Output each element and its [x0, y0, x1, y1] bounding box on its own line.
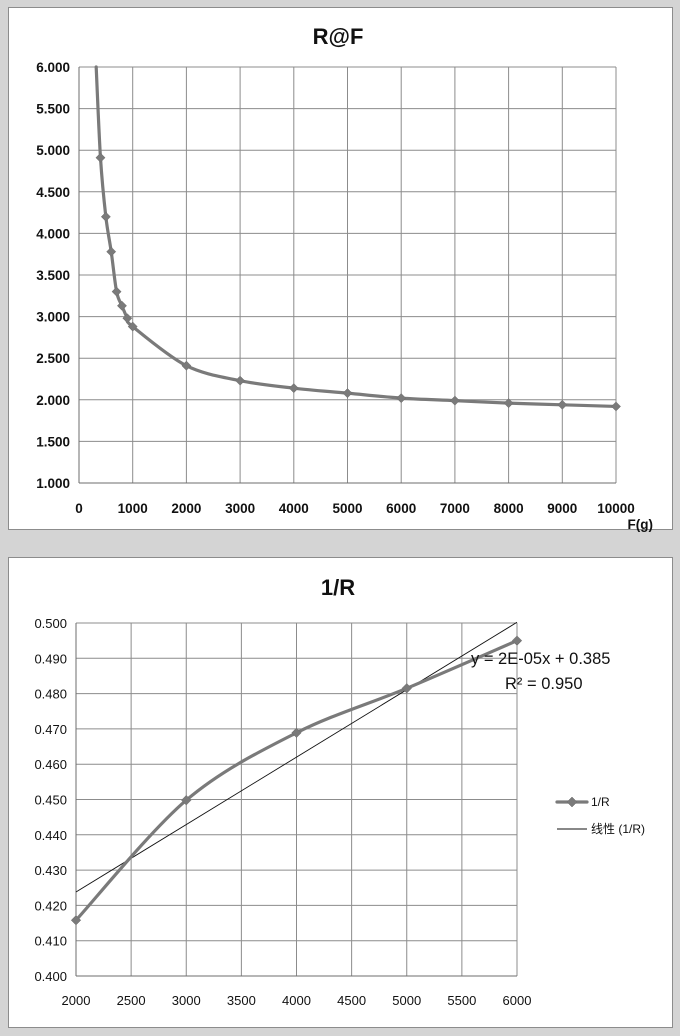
- data-point-marker: [288, 383, 299, 394]
- y-tick-label: 0.500: [34, 616, 67, 631]
- chart-2-trendline: [75, 621, 518, 893]
- y-tick-label: 0.460: [34, 757, 67, 772]
- y-tick-label: 6.000: [36, 60, 70, 75]
- linear-trendline: [75, 621, 518, 893]
- y-tick-label: 3.500: [36, 268, 70, 283]
- x-tick-label: 2500: [117, 993, 146, 1008]
- y-tick-label: 4.500: [36, 185, 70, 200]
- y-tick-label: 5.000: [36, 143, 70, 158]
- x-tick-label: 2000: [62, 993, 91, 1008]
- data-point-marker: [70, 915, 82, 926]
- y-tick-label: 1.000: [36, 476, 70, 491]
- data-point-marker: [122, 313, 133, 324]
- y-tick-label: 0.490: [34, 651, 67, 666]
- x-tick-label: 0: [75, 501, 83, 516]
- trendline-r-squared: R² = 0.950: [505, 675, 583, 693]
- data-point-marker: [181, 795, 192, 806]
- y-tick-label: 0.430: [34, 863, 67, 878]
- legend-item-series: 1/R: [555, 795, 610, 809]
- data-point-marker: [557, 399, 568, 410]
- x-tick-label: 4000: [282, 993, 311, 1008]
- x-tick-label: 5500: [447, 993, 476, 1008]
- chart-1-background: [8, 7, 673, 530]
- y-tick-label: 0.400: [34, 969, 67, 984]
- chart-1-x-ticks: 0 1000 2000 3000 4000 5000 6000 7000 8000 9000 100…: [75, 501, 635, 516]
- data-point-marker: [106, 246, 117, 257]
- chart-2-y-ticks: 0.400 0.410 0.420 0.430 0.440 0.450 0.460 0.470…: [34, 616, 67, 984]
- x-tick-label: 2000: [171, 501, 201, 516]
- data-point-marker: [235, 375, 246, 386]
- series-line: [74, 639, 519, 922]
- data-point-marker: [127, 321, 138, 332]
- chart-2-gridlines: [75, 622, 518, 977]
- x-tick-label: 6000: [503, 993, 532, 1008]
- data-point-marker: [100, 211, 111, 222]
- x-tick-label: 10000: [597, 501, 635, 516]
- data-point-marker: [111, 286, 122, 297]
- x-tick-label: 5000: [392, 993, 421, 1008]
- data-point-marker: [503, 398, 514, 409]
- chart-2-background: [8, 557, 673, 1028]
- data-point-marker: [396, 393, 407, 404]
- y-tick-label: 0.480: [34, 687, 67, 702]
- x-tick-label: 3000: [172, 993, 201, 1008]
- data-point-marker: [291, 727, 302, 738]
- data-point-marker: [95, 152, 106, 163]
- y-tick-label: 0.450: [34, 793, 67, 808]
- y-tick-label: 0.470: [34, 722, 67, 737]
- data-point-marker: [117, 300, 127, 311]
- data-point-marker: [511, 635, 523, 646]
- chart-2-x-ticks: 2000 2500 3000 3500 4000 4500 5000 5500 6000: [62, 993, 532, 1008]
- y-tick-label: 5.500: [36, 102, 70, 117]
- y-tick-label: 1.500: [36, 434, 70, 449]
- x-tick-label: 6000: [386, 501, 416, 516]
- data-point-marker: [342, 388, 353, 399]
- x-tick-label: 4000: [279, 501, 309, 516]
- x-tick-label: 7000: [440, 501, 470, 516]
- x-tick-label: 4500: [337, 993, 366, 1008]
- legend-series-label: 1/R: [591, 795, 610, 809]
- y-tick-label: 4.000: [36, 226, 70, 241]
- x-tick-label: 9000: [547, 501, 577, 516]
- x-tick-label: 3500: [227, 993, 256, 1008]
- chart-1-series: [94, 65, 621, 412]
- y-tick-label: 0.440: [34, 828, 67, 843]
- data-point-marker: [449, 395, 460, 406]
- chart-2-series: [70, 635, 523, 926]
- y-tick-label: 2.500: [36, 351, 70, 366]
- chart-inverse-r: 1/R 0.4000.4100.4200.4300.4400.4500.4600…: [8, 557, 673, 1028]
- legend-series-marker: [566, 796, 578, 808]
- y-tick-label: 0.420: [34, 898, 67, 913]
- legend-trendline-label: 线性 (1/R): [591, 822, 645, 836]
- chart-1-x-axis-label: F(g): [628, 517, 653, 532]
- y-tick-label: 2.000: [36, 393, 70, 408]
- x-tick-label: 1000: [118, 501, 148, 516]
- y-tick-label: 3.000: [36, 310, 70, 325]
- legend-item-trendline: 线性 (1/R): [557, 822, 645, 836]
- data-point-marker: [401, 683, 412, 694]
- x-tick-label: 3000: [225, 501, 255, 516]
- data-point-marker: [611, 401, 621, 412]
- y-tick-label: 0.410: [34, 934, 67, 949]
- chart-2-legend: 1/R 线性 (1/R): [555, 795, 645, 836]
- chart-2-title: 1/R: [321, 575, 355, 600]
- chart-1-title: R@F: [313, 24, 364, 49]
- chart-r-at-f: R@F 1.000 1.500 2.000 2.500 3.000 3.500 4.000 4…: [8, 7, 673, 532]
- x-tick-label: 8000: [494, 501, 524, 516]
- chart-1-gridlines: [78, 66, 617, 484]
- x-tick-label: 5000: [332, 501, 362, 516]
- data-point-marker: [181, 360, 192, 371]
- chart-1-y-ticks: 1.000 1.500 2.000 2.500 3.000 3.500 4.000 4.500…: [36, 60, 70, 491]
- trendline-equation: y = 2E-05x + 0.385: [471, 650, 610, 668]
